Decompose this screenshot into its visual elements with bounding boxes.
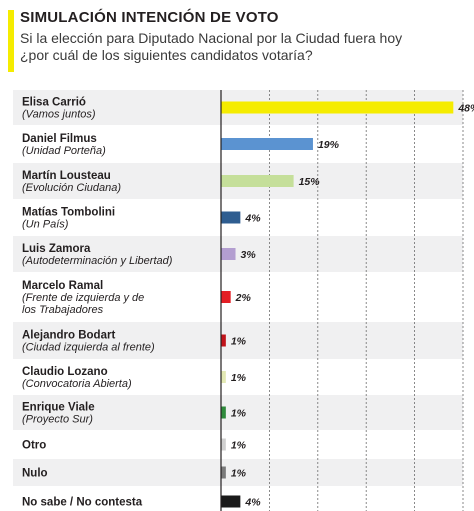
- candidate-party: (Ciudad izquierda al frente): [22, 342, 155, 354]
- chart-bars: Elisa Carrió(Vamos juntos) 48% Daniel Film…: [22, 97, 474, 509]
- candidate-name: Matías Tombolini: [22, 207, 115, 219]
- candidate-name: Elisa Carrió: [22, 97, 86, 109]
- chart-title: SIMULACIÓN INTENCIÓN DE VOTO: [20, 9, 279, 26]
- candidate-name: Martín Lousteau: [22, 170, 111, 182]
- bar-value-label: 1%: [231, 468, 247, 480]
- candidate-name: Otro: [22, 440, 46, 452]
- candidate-name: Claudio Lozano: [22, 366, 108, 378]
- bar-value-label: 48%: [457, 103, 474, 115]
- chart-rows: [13, 90, 463, 486]
- bar: [221, 371, 226, 383]
- candidate-party: (Convocatoria Abierta): [22, 378, 132, 390]
- subtitle-line-2: ¿por cuál de los siguientes candidatos v…: [20, 47, 313, 63]
- candidate-party: (Un País): [22, 219, 69, 231]
- candidate-party: (Proyecto Sur): [22, 414, 93, 426]
- bar: [221, 438, 226, 451]
- bar: [221, 138, 313, 150]
- chart-axis: 01020304050: [220, 90, 222, 511]
- bar-value-label: 15%: [299, 176, 321, 188]
- bar: [221, 495, 241, 508]
- bar: [221, 175, 294, 187]
- candidate-name: Daniel Filmus: [22, 133, 97, 145]
- bar-value-label: 1%: [231, 408, 247, 420]
- candidate-party: (Frente de izquierda y de: [22, 292, 144, 304]
- bar-value-label: 1%: [231, 440, 247, 452]
- bar: [221, 101, 454, 114]
- title-accent-bar: [8, 10, 14, 72]
- subtitle-line-1: Si la elección para Diputado Nacional po…: [20, 30, 403, 46]
- candidate-party: (Autodeterminación y Libertad): [22, 255, 173, 267]
- bar-value-label: 4%: [244, 497, 261, 509]
- row-background: [13, 236, 463, 272]
- bar: [221, 291, 231, 303]
- bar: [221, 211, 241, 224]
- bar-value-label: 3%: [241, 249, 257, 261]
- candidate-name: Marcelo Ramal: [22, 280, 103, 292]
- candidate-name: Alejandro Bodart: [22, 330, 115, 342]
- chart-subtitle: Si la elección para Diputado Nacional po…: [20, 30, 460, 64]
- candidate-party: (Unidad Porteña): [22, 145, 106, 157]
- bar-value-label: 1%: [231, 336, 247, 348]
- row-background: [13, 322, 463, 359]
- row-background: [13, 395, 463, 430]
- candidate-name: No sabe / No contesta: [22, 497, 143, 509]
- bar-value-label: 1%: [231, 372, 247, 384]
- candidate-name: Enrique Viale: [22, 402, 95, 414]
- bar: [221, 334, 226, 347]
- bar: [221, 466, 226, 479]
- bar-value-label: 4%: [244, 213, 261, 225]
- bar: [221, 248, 236, 260]
- candidate-party: los Trabajadores: [22, 304, 104, 316]
- candidate-party: (Vamos juntos): [22, 109, 96, 121]
- row-background: [13, 459, 463, 486]
- candidate-party: (Evolución Ciudana): [22, 182, 121, 194]
- chart-gridlines: [268, 90, 464, 511]
- bar: [221, 406, 226, 419]
- candidate-name: Luis Zamora: [22, 243, 91, 255]
- bar-value-label: 19%: [318, 139, 340, 151]
- bar-value-label: 2%: [235, 292, 252, 304]
- candidate-name: Nulo: [22, 468, 48, 480]
